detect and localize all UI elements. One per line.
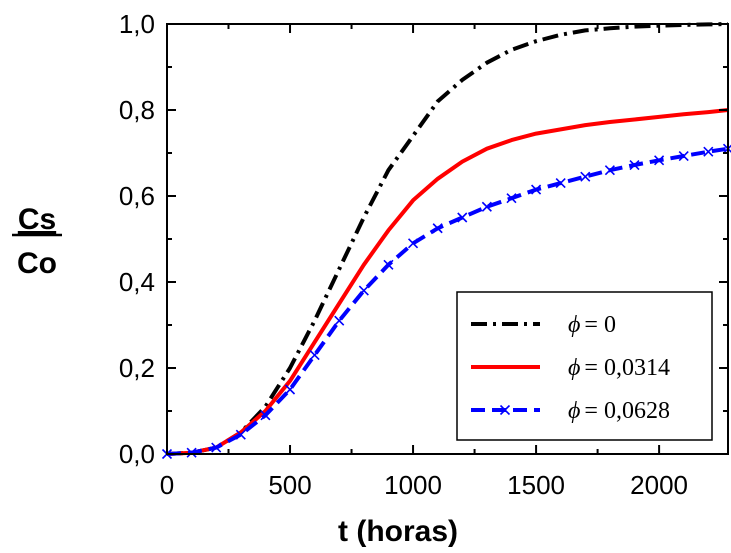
series-2-marker: [654, 155, 665, 166]
legend-label-series-1: ϕ = 0,0314: [568, 355, 670, 381]
series-2-marker: [432, 223, 443, 234]
series-line-2: [166, 146, 729, 456]
y-axis-title-denominator: Co: [17, 247, 57, 280]
series-2-marker: [334, 315, 345, 326]
legend-label-series-2: ϕ = 0,0628: [568, 398, 670, 424]
series-2-marker: [309, 350, 320, 361]
series-2-marker: [703, 146, 714, 157]
series-2-marker: [260, 410, 271, 421]
legend-value-2: = 0,0628: [584, 398, 670, 424]
legend-label-series-0: ϕ = 0: [568, 312, 616, 338]
plot-series: [161, 22, 731, 460]
tick-labels: 0 500 1000 1500 2000 0,0 0,2 0,4 0,6 0,8 1,0: [119, 9, 688, 500]
x-axis-title: t (horas): [338, 515, 458, 548]
series-2-marker: [358, 285, 369, 296]
series-2-marker: [604, 165, 615, 176]
legend-phi-2: ϕ: [568, 398, 580, 424]
series-2-marker: [506, 193, 517, 204]
series-2-marker: [186, 447, 197, 458]
x-tick-label: 0: [160, 470, 174, 500]
series-2-marker: [629, 159, 640, 171]
legend-marker-series-2: [499, 404, 511, 416]
legend-value-1: = 0,0314: [584, 355, 670, 381]
legend: ϕ = 0 ϕ = 0,0314 ϕ = 0,0628: [456, 291, 713, 441]
legend-value-0: = 0: [584, 312, 616, 338]
series-2-marker: [580, 171, 591, 182]
y-tick-label: 0,4: [119, 267, 155, 297]
series-2-marker: [555, 178, 566, 189]
x-tick-label: 500: [268, 470, 311, 500]
series-2-marker: [407, 238, 419, 249]
y-tick-label: 0,6: [119, 181, 155, 211]
y-axis-title-numerator: Cs: [18, 203, 56, 236]
series-2-marker: [531, 184, 542, 195]
series-2-marker: [211, 442, 222, 453]
y-tick-label: 1,0: [119, 9, 155, 39]
series-2-marker: [383, 259, 394, 270]
series-2-marker: [235, 429, 246, 440]
x-tick-label: 1500: [507, 470, 565, 500]
series-line-1: [166, 108, 729, 456]
x-tick-label: 1000: [384, 470, 442, 500]
legend-phi-1: ϕ: [568, 355, 580, 381]
axis-ticks: [166, 23, 728, 455]
series-2-marker: [678, 150, 689, 162]
x-tick-label: 2000: [630, 470, 688, 500]
y-tick-label: 0,0: [119, 439, 155, 469]
y-tick-label: 0,8: [119, 95, 155, 125]
legend-x-marker: [499, 404, 511, 416]
series-2-marker: [284, 384, 296, 395]
y-tick-label: 0,2: [119, 353, 155, 383]
legend-phi-0: ϕ: [568, 312, 580, 338]
series-2-marker: [481, 201, 492, 212]
series-2-marker: [457, 212, 468, 223]
